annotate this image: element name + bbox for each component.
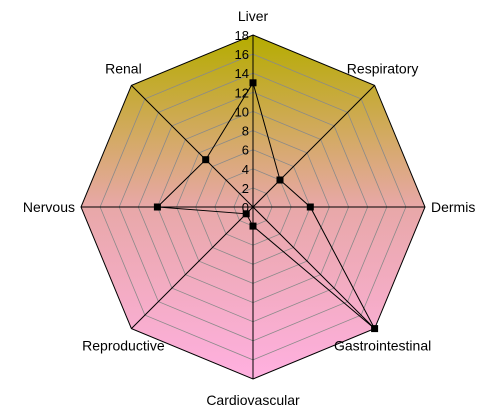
spoke-gastrointestinal	[252, 206, 375, 329]
tick-label: 10	[235, 104, 249, 119]
category-label-liver: Liver	[238, 8, 269, 24]
spoke-respiratory	[252, 85, 375, 208]
tick-label: 12	[235, 85, 249, 100]
spoke-renal	[131, 85, 254, 208]
data-point-respiratory	[276, 176, 284, 184]
tick-label: 0	[242, 200, 249, 215]
category-label-nervous: Nervous	[23, 199, 75, 215]
data-markers	[153, 79, 379, 333]
data-point-reproductive	[242, 210, 250, 218]
category-label-dermis: Dermis	[431, 199, 475, 215]
data-point-cardiovascular	[249, 222, 257, 230]
data-point-dermis	[306, 203, 314, 211]
spoke-reproductive	[131, 206, 254, 329]
tick-label: 2	[242, 181, 249, 196]
category-label-cardiovascular: Cardiovascular	[206, 392, 300, 408]
tick-label: 16	[235, 47, 249, 62]
tick-label: 14	[235, 66, 249, 81]
data-point-liver	[249, 79, 257, 87]
tick-label: 6	[242, 143, 249, 158]
tick-label: 4	[242, 162, 249, 177]
data-point-gastrointestinal	[371, 325, 379, 333]
tick-label: 18	[235, 28, 249, 43]
category-label-respiratory: Respiratory	[347, 60, 419, 76]
category-label-reproductive: Reproductive	[82, 338, 165, 354]
spokes	[81, 35, 425, 379]
data-point-nervous	[153, 203, 161, 211]
tick-labels: 0 2 4 6 8 10 12 14 16 18	[235, 28, 249, 215]
data-point-renal	[202, 156, 210, 164]
category-labels: Liver Respiratory Dermis Gastrointestinal Ca…	[23, 8, 475, 408]
category-label-renal: Renal	[105, 60, 142, 76]
plot-area-border	[80, 34, 426, 380]
category-label-gastrointestinal: Gastrointestinal	[334, 338, 431, 354]
tick-label: 8	[242, 124, 249, 139]
